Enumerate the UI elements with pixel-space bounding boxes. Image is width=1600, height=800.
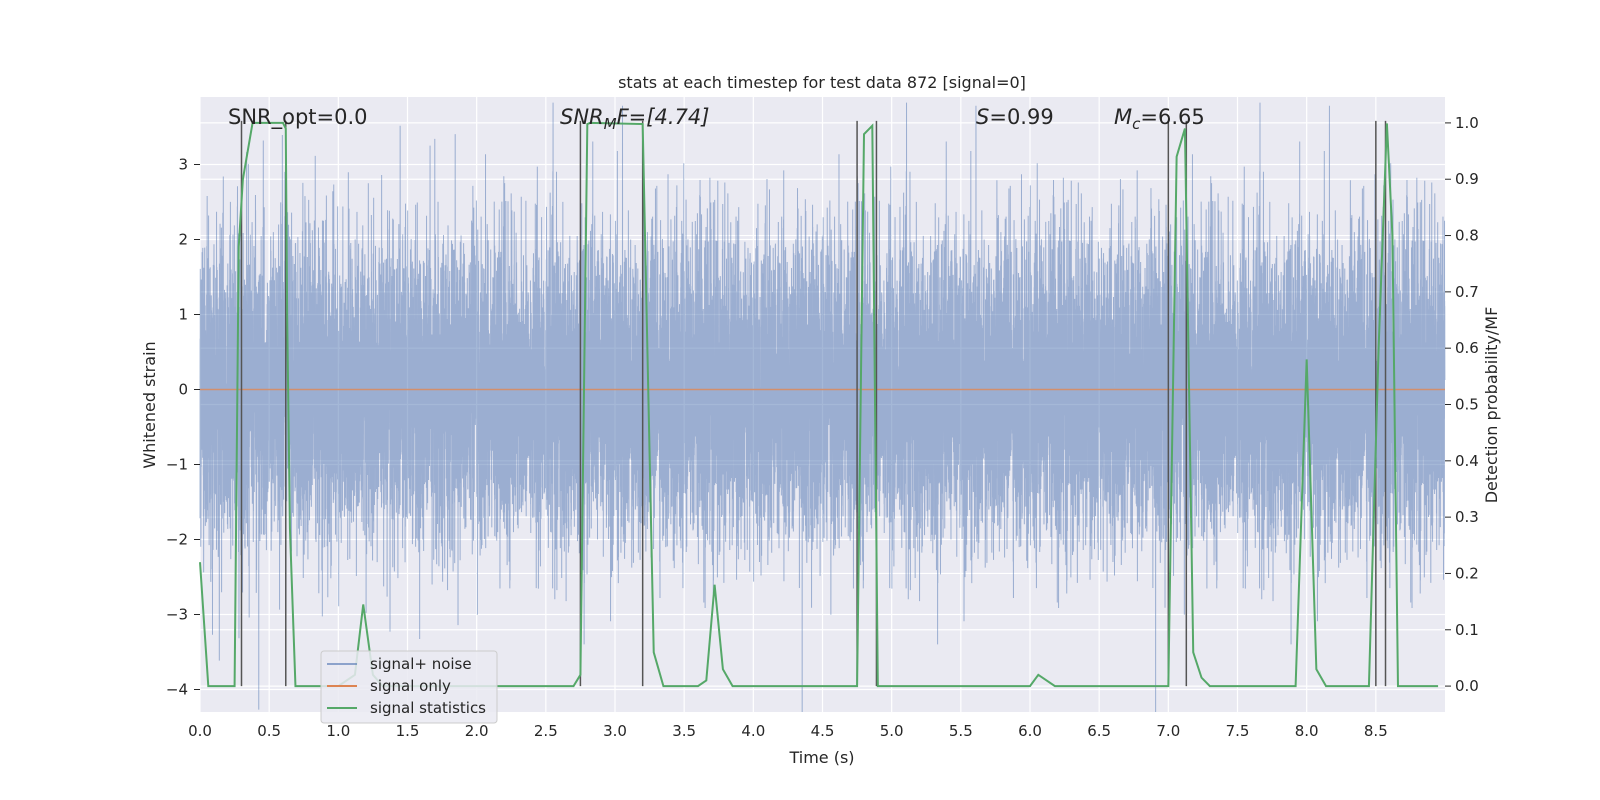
y2-tick-label: 0.5 [1455,396,1479,414]
series-line-signal-statistics [199,121,1439,688]
y2-tick-label: 0.0 [1455,677,1479,695]
legend-label-signal-noise: signal+ noise [370,655,472,673]
y-tick-label: 2 [178,231,188,249]
annotation-snr-opt: SNR_opt=0.0 [228,105,368,130]
series-line-signal-noise [199,102,1446,713]
annotation-s: S=0.99 [976,105,1054,129]
annotation-s-symbol: S [976,105,989,129]
x-tick-label: 3.0 [603,722,627,740]
y-tick-label: 0 [178,381,188,399]
legend-label-signal-only: signal only [370,677,451,695]
x-tick-label: 7.5 [1226,722,1250,740]
y-tick-label: 3 [178,156,188,174]
legend-label-signal-statistics: signal statistics [370,699,486,717]
annotations: SNR_opt=0.0 SNRMF=[4.74] S=0.99 Mc=6.65 [228,105,1205,133]
x-tick-label: 2.0 [465,722,489,740]
y2-tick-label: 0.9 [1455,170,1479,188]
annotation-mc-value: =6.65 [1140,105,1204,129]
annotation-mc-subscript: c [1132,115,1141,133]
chart-title: stats at each timestep for test data 872… [618,73,1026,92]
annotation-snr-mf-subscript: M [604,115,617,133]
x-tick-label: 1.0 [326,722,350,740]
signal-plus-noise-series [199,102,1446,713]
x-tick-label: 1.5 [396,722,420,740]
x-tick-label: 8.0 [1295,722,1319,740]
x-tick-label: 4.0 [741,722,765,740]
detection-markers [240,120,1387,687]
y2-tick-label: 0.8 [1455,227,1479,245]
y-tick-label: −3 [166,606,188,624]
x-axis-label: Time (s) [788,748,854,767]
signal-statistics-series [199,121,1439,688]
y2-tick-label: 0.3 [1455,508,1479,526]
y2-tick-label: 0.4 [1455,452,1479,470]
annotation-snr-mf-symbol: SNR [560,105,604,129]
y2-axis-ticks: 0.0 0.1 0.2 0.3 0.4 0.5 0.6 0.7 0.8 0.9 1.0 [1445,114,1479,695]
x-tick-label: 0.5 [257,722,281,740]
annotation-mc-symbol: M [1114,105,1132,129]
x-tick-label: 7.0 [1156,722,1180,740]
y2-tick-label: 0.2 [1455,564,1479,582]
y-tick-label: 1 [178,306,188,324]
y-axis-label: Whitened strain [140,341,159,468]
y-axis-ticks: −4 −3 −2 −1 0 1 2 3 [166,156,200,699]
x-tick-label: 8.5 [1364,722,1388,740]
y2-tick-label: 0.7 [1455,283,1479,301]
x-tick-label: 6.5 [1087,722,1111,740]
legend-box [320,650,498,724]
x-tick-label: 6.0 [1018,722,1042,740]
y-tick-label: −4 [166,681,188,699]
legend: signal+ noise signal only signal statist… [320,650,498,724]
annotation-snr-mf: SNRMF=[4.74] [560,105,709,133]
y-tick-label: −2 [166,531,188,549]
annotation-mc: Mc=6.65 [1114,105,1205,133]
x-tick-label: 2.5 [534,722,558,740]
y2-axis-label: Detection probability/MF [1482,307,1501,504]
x-tick-label: 5.5 [949,722,973,740]
y2-tick-label: 1.0 [1455,114,1479,132]
x-tick-label: 5.0 [880,722,904,740]
x-tick-label: 0.0 [188,722,212,740]
annotation-snr-mf-value: F=[4.74] [617,105,710,129]
y2-tick-label: 0.1 [1455,621,1479,639]
x-tick-label: 3.5 [672,722,696,740]
x-tick-label: 4.5 [811,722,835,740]
annotation-s-value: =0.99 [989,105,1053,129]
y2-tick-label: 0.6 [1455,339,1479,357]
y-tick-label: −1 [166,456,188,474]
x-axis-ticks: 0.0 0.5 1.0 1.5 2.0 2.5 3.0 3.5 4.0 4.5 5.0 5.5 6.0 6… [188,722,1388,740]
